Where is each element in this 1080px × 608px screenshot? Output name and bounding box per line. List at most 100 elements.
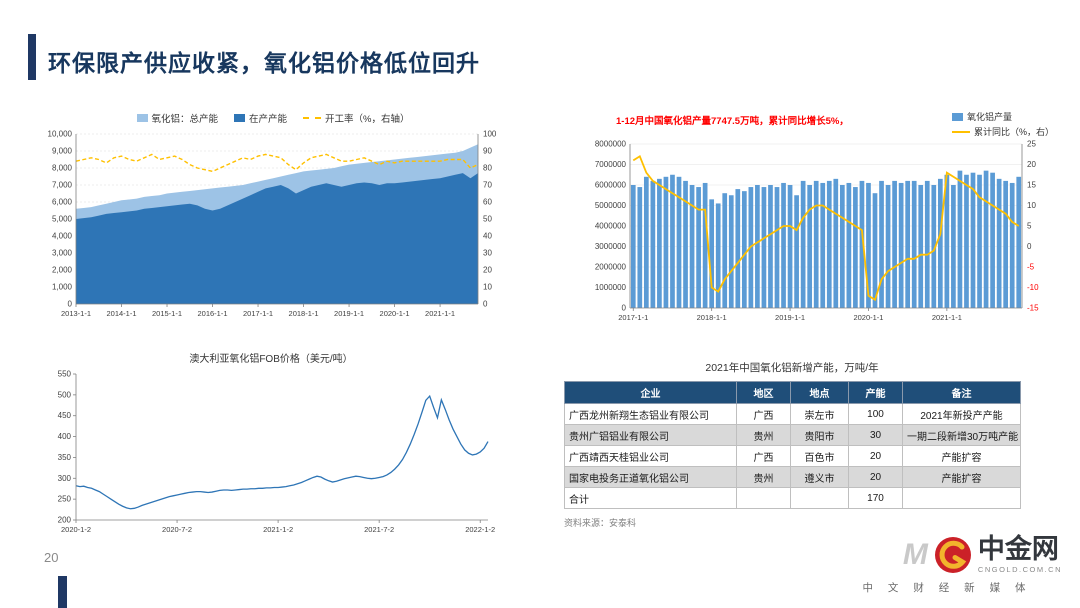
svg-text:3,000: 3,000 <box>52 249 73 258</box>
svg-text:-10: -10 <box>1027 283 1039 292</box>
table-header-cell: 备注 <box>902 381 1021 404</box>
svg-text:10,000: 10,000 <box>48 130 73 139</box>
operating-rate-line-icon <box>303 117 322 119</box>
legend-label: 氧化铝产量 <box>966 112 1012 122</box>
svg-text:2021-1-1: 2021-1-1 <box>425 309 455 318</box>
svg-text:0: 0 <box>622 304 627 313</box>
table-cell: 遵义市 <box>790 466 849 488</box>
table-cell: 百色市 <box>790 445 849 467</box>
table-cell: 广西 <box>736 403 791 425</box>
svg-text:0: 0 <box>1027 242 1032 251</box>
svg-text:-15: -15 <box>1027 304 1039 313</box>
table-cell <box>902 487 1021 509</box>
svg-text:25: 25 <box>1027 140 1036 149</box>
svg-text:1000000: 1000000 <box>595 283 627 292</box>
legend-item-output: 氧化铝产量 <box>951 110 1054 123</box>
svg-text:2021-1-1: 2021-1-1 <box>932 313 962 322</box>
capacity-chart: 0 1,000 2,000 3,000 4,000 5,000 6,000 7,000 8,00… <box>48 130 497 319</box>
svg-text:300: 300 <box>58 474 72 483</box>
table-total-row: 合计 170 <box>564 487 1021 509</box>
table-header-cell: 地点 <box>790 381 849 404</box>
table-row: 广西龙州新翔生态铝业有限公司 广西 崇左市 100 2021年新投产产能 <box>564 403 1021 425</box>
svg-text:5,000: 5,000 <box>52 215 73 224</box>
svg-text:4,000: 4,000 <box>52 232 73 241</box>
svg-text:2021-1-2: 2021-1-2 <box>263 525 293 534</box>
new-capacity-table: 企业 地区 地点 产能 备注 广西龙州新翔生态铝业有限公司 广西 崇左市 100 2021年新投… <box>564 381 1021 509</box>
operating-capacity-swatch-icon <box>234 114 246 122</box>
table-cell: 广西 <box>736 445 791 467</box>
legend-item-yoy: 累计同比（%，右） <box>951 125 1054 138</box>
svg-text:6000000: 6000000 <box>595 181 627 190</box>
svg-text:7,000: 7,000 <box>52 181 73 190</box>
table-cell: 30 <box>848 424 903 446</box>
table-row: 广西靖西天桂铝业公司 广西 百色市 20 产能扩容 <box>564 445 1021 467</box>
legend-label: 在产产能 <box>249 114 288 125</box>
svg-text:2017-1-1: 2017-1-1 <box>243 309 273 318</box>
svg-text:50: 50 <box>483 215 492 224</box>
svg-text:2013-1-1: 2013-1-1 <box>61 309 91 318</box>
table-cell: 贵州广铝铝业有限公司 <box>564 424 737 446</box>
title-accent-bar <box>28 34 36 80</box>
svg-text:20: 20 <box>483 266 492 275</box>
footer-accent-bar <box>58 576 67 608</box>
svg-text:10: 10 <box>483 283 492 292</box>
yoy-line-icon <box>951 130 970 133</box>
svg-text:9,000: 9,000 <box>52 147 73 156</box>
svg-text:2020-1-2: 2020-1-2 <box>61 525 91 534</box>
table-cell: 20 <box>848 445 903 467</box>
svg-text:100: 100 <box>483 130 497 139</box>
svg-text:90: 90 <box>483 147 492 156</box>
table-cell: 广西龙州新翔生态铝业有限公司 <box>564 403 737 425</box>
brand-column: 中金网 CNGOLD.COM.CN <box>977 534 1062 575</box>
svg-text:2014-1-1: 2014-1-1 <box>106 309 136 318</box>
table-cell: 贵州 <box>736 466 791 488</box>
svg-text:2017-1-1: 2017-1-1 <box>618 313 648 322</box>
brand-name: 中金网 <box>977 534 1059 564</box>
output-chart-panel: 1-12月中国氧化铝产量7747.5万吨，累计同比增长5%， 氧化铝产量 累计同… <box>576 110 1054 328</box>
table-header-row: 企业 地区 地点 产能 备注 <box>564 381 1021 404</box>
svg-text:2016-1-1: 2016-1-1 <box>198 309 228 318</box>
table-cell: 170 <box>848 487 903 509</box>
table-cell: 20 <box>848 466 903 488</box>
table-header-cell: 企业 <box>564 381 737 404</box>
page-title: 环保限产供应收紧，氧化铝价格低位回升 <box>48 50 480 76</box>
table-cell <box>790 487 849 509</box>
table-title: 2021年中国氧化铝新增产能，万吨/年 <box>705 362 879 374</box>
total-capacity-swatch-icon <box>136 114 148 122</box>
table-cell: 2021年新投产产能 <box>902 403 1021 425</box>
table-row: 贵州广铝铝业有限公司 贵州 贵阳市 30 一期二段新增30万吨产能 <box>564 424 1021 446</box>
svg-text:80: 80 <box>483 164 492 173</box>
svg-text:0: 0 <box>68 300 73 309</box>
brand-domain: CNGOLD.COM.CN <box>977 565 1062 574</box>
svg-text:4000000: 4000000 <box>595 222 627 231</box>
cngold-logo-icon <box>934 537 971 573</box>
legend-label: 累计同比（%，右） <box>973 127 1054 137</box>
svg-text:250: 250 <box>58 495 72 504</box>
table-header-cell: 地区 <box>736 381 791 404</box>
svg-text:7000000: 7000000 <box>595 160 627 169</box>
svg-text:0: 0 <box>483 300 488 309</box>
page-number: 20 <box>44 550 59 565</box>
table-cell: 一期二段新增30万吨产能 <box>902 424 1021 446</box>
svg-text:5000000: 5000000 <box>595 201 627 210</box>
logo-row: M 中金网 CNGOLD.COM.CN <box>832 534 1062 575</box>
svg-text:5: 5 <box>1027 222 1032 231</box>
output-chart-title: 1-12月中国氧化铝产量7747.5万吨，累计同比增长5%， <box>616 116 849 127</box>
svg-text:1,000: 1,000 <box>52 283 73 292</box>
legend-item-operating-rate: 开工率（%，右轴） <box>303 111 409 125</box>
svg-text:20: 20 <box>1027 160 1036 169</box>
svg-text:2,000: 2,000 <box>52 266 73 275</box>
svg-text:400: 400 <box>58 432 72 441</box>
svg-text:10: 10 <box>1027 201 1036 210</box>
svg-text:6,000: 6,000 <box>52 198 73 207</box>
brand-tagline: 中 文 财 经 新 媒 体 <box>862 582 1032 594</box>
svg-text:2019-1-1: 2019-1-1 <box>775 313 805 322</box>
svg-text:8,000: 8,000 <box>52 164 73 173</box>
svg-text:-5: -5 <box>1027 263 1035 272</box>
svg-text:2018-1-1: 2018-1-1 <box>289 309 319 318</box>
table-row: 国家电投务正道氧化铝公司 贵州 遵义市 20 产能扩容 <box>564 466 1021 488</box>
svg-text:70: 70 <box>483 181 492 190</box>
svg-text:2000000: 2000000 <box>595 263 627 272</box>
fob-price-chart-title: 澳大利亚氧化铝FOB价格（美元/吨） <box>189 354 353 365</box>
output-chart-header: 1-12月中国氧化铝产量7747.5万吨，累计同比增长5%， 氧化铝产量 累计同… <box>576 110 1054 138</box>
